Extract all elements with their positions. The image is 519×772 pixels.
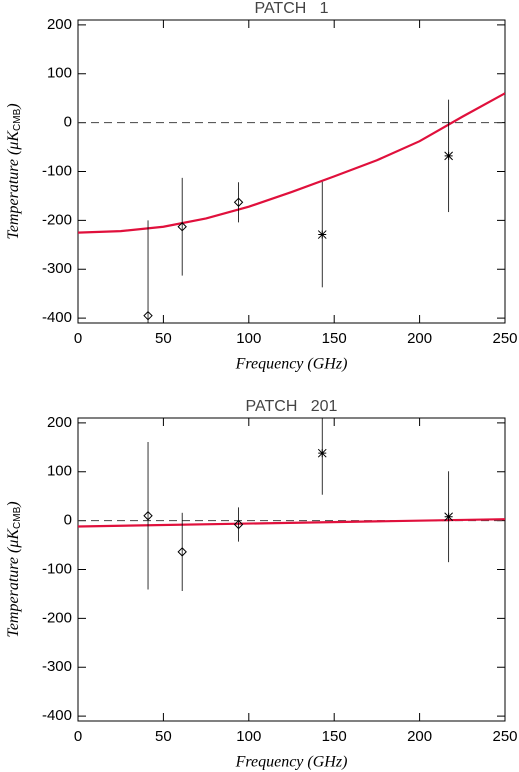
- point: [143, 511, 153, 521]
- y-tick-label: 0: [64, 114, 72, 131]
- x-tick-label: 150: [322, 330, 347, 347]
- point: [317, 448, 327, 458]
- point: [233, 197, 244, 207]
- y-axis-label-part: ): [5, 103, 22, 109]
- y-tick-label: -200: [42, 609, 72, 626]
- plot-frame: [77, 417, 506, 722]
- x-tick-label: 200: [407, 728, 432, 745]
- y-axis-label: Temperature (μKCMB): [5, 501, 23, 637]
- plot-frame: [77, 19, 506, 324]
- y-tick-label: 100: [47, 65, 72, 82]
- panel: PATCH 201 0 50 100 150 200 250 -400 -300 -200 -100…: [5, 398, 518, 770]
- point: [177, 547, 187, 557]
- y-axis-label-part: CMB: [12, 506, 23, 529]
- plot-area: [78, 92, 505, 323]
- y-tick-label: -100: [42, 560, 72, 577]
- panel: PATCH 1 0 50 100 150 200 250 -400 -300 -200 -100 0 1…: [5, 0, 518, 373]
- x-tick-label: 250: [492, 728, 517, 745]
- y-tick-label: 100: [47, 463, 72, 480]
- x-tick-label: 250: [492, 330, 517, 347]
- x-tick-label: 100: [236, 330, 261, 347]
- y-axis-label-part: CMB: [12, 108, 23, 131]
- chart-title: PATCH 201: [246, 398, 338, 415]
- y-tick-label: 200: [47, 16, 72, 33]
- x-tick-label: 100: [236, 728, 261, 745]
- point: [317, 230, 327, 239]
- point: [444, 151, 453, 161]
- y-axis-label-part: Temperature (μK: [5, 528, 22, 638]
- x-tick-label: 0: [74, 330, 82, 347]
- fit-curve: [78, 518, 505, 528]
- point: [177, 222, 187, 232]
- x-tick-label: 50: [155, 728, 172, 745]
- y-axis-label-part: ): [5, 501, 22, 507]
- y-tick-label: 200: [47, 414, 72, 431]
- y-axis-label-part: Temperature (μK: [5, 130, 22, 240]
- x-tick-label: 50: [155, 330, 172, 347]
- y-axis-label: Temperature (μKCMB): [5, 103, 23, 239]
- chart-title: PATCH 1: [254, 0, 328, 17]
- x-tick-label: 150: [322, 728, 347, 745]
- y-tick-label: -200: [42, 211, 72, 228]
- fit-curve: [78, 92, 505, 234]
- y-tick-label: -100: [42, 162, 72, 179]
- x-tick-label: 0: [74, 728, 82, 745]
- y-tick-label: 0: [64, 512, 72, 529]
- y-tick-label: -400: [42, 309, 72, 326]
- x-tick-label: 200: [407, 330, 432, 347]
- plot-area: [78, 418, 505, 592]
- point: [143, 310, 153, 321]
- y-tick-label: -300: [42, 658, 72, 675]
- point: [233, 519, 244, 530]
- x-axis-label: Frequency (GHz): [235, 754, 348, 771]
- y-tick-label: -300: [42, 260, 72, 277]
- y-tick-label: -400: [42, 707, 72, 724]
- x-axis-label: Frequency (GHz): [235, 356, 348, 373]
- point: [444, 512, 453, 522]
